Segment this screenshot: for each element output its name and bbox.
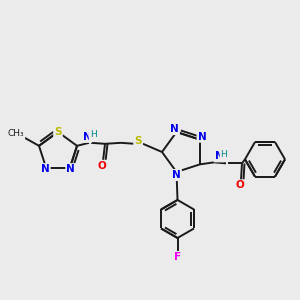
- Text: N: N: [66, 164, 75, 174]
- Text: S: S: [134, 136, 142, 146]
- Text: F: F: [174, 252, 181, 262]
- Text: O: O: [98, 161, 106, 171]
- Text: N: N: [198, 132, 206, 142]
- Text: N: N: [214, 151, 224, 161]
- Text: O: O: [236, 180, 244, 190]
- Text: N: N: [41, 164, 50, 174]
- Text: CH₃: CH₃: [8, 129, 24, 138]
- Text: N: N: [170, 124, 179, 134]
- Text: H: H: [220, 150, 227, 159]
- Text: H: H: [90, 130, 96, 139]
- Text: N: N: [82, 132, 91, 142]
- Text: S: S: [54, 127, 62, 137]
- Text: N: N: [172, 170, 181, 180]
